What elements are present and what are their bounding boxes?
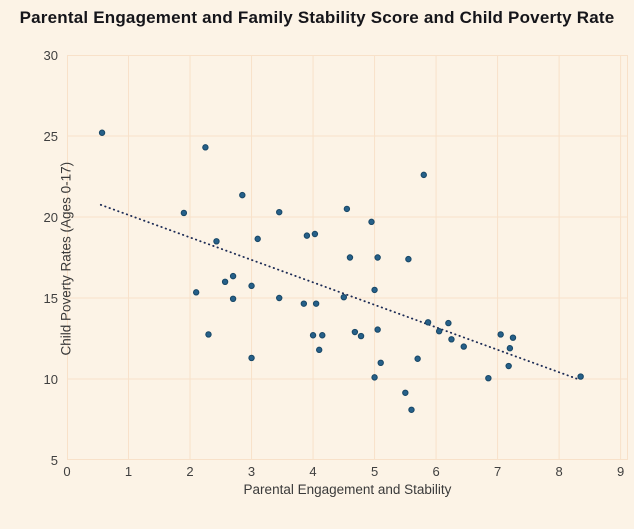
data-point — [316, 346, 323, 354]
data-point — [254, 235, 261, 243]
y-tick: 25 — [43, 129, 58, 144]
data-point — [368, 218, 375, 226]
x-tick: 3 — [247, 464, 256, 479]
x-tick: 4 — [309, 464, 317, 479]
plot-area: Child Poverty Rates (Ages 0-17) — [59, 55, 628, 460]
x-tick: 5 — [370, 464, 379, 479]
x-tick: 1 — [124, 464, 133, 479]
data-point — [371, 374, 378, 381]
data-point — [506, 345, 514, 352]
trend-line — [99, 203, 579, 380]
data-point — [402, 389, 409, 396]
data-point — [180, 209, 188, 217]
data-point — [98, 129, 106, 136]
y-tick: 20 — [43, 210, 58, 225]
data-point — [229, 272, 237, 280]
x-tick: 9 — [616, 464, 625, 479]
data-point — [577, 373, 584, 380]
data-point — [445, 319, 452, 327]
data-point — [205, 331, 212, 338]
x-tick: 2 — [186, 464, 194, 479]
data-point — [303, 232, 311, 239]
data-point — [340, 293, 348, 301]
plot-canvas — [67, 55, 628, 460]
data-point — [202, 144, 209, 151]
y-axis-label: Child Poverty Rates (Ages 0-17) — [58, 161, 74, 356]
data-point — [460, 343, 467, 350]
data-point — [509, 334, 517, 341]
y-tick: 5 — [50, 453, 58, 468]
data-point — [239, 191, 246, 199]
data-point — [414, 355, 421, 362]
data-point — [357, 332, 365, 340]
x-tick: 7 — [493, 464, 502, 479]
data-point — [213, 238, 220, 245]
data-point — [221, 278, 229, 286]
data-point — [408, 406, 415, 413]
data-point — [309, 332, 317, 339]
data-point — [497, 331, 504, 338]
plot-border — [67, 55, 628, 460]
data-point — [229, 295, 237, 303]
data-point — [435, 328, 443, 335]
data-point — [192, 289, 200, 296]
data-point — [300, 300, 308, 307]
data-point — [448, 336, 455, 343]
data-point — [420, 171, 427, 179]
y-tick: 30 — [43, 48, 58, 63]
data-point — [311, 230, 319, 238]
data-point — [248, 354, 255, 362]
chart-title: Parental Engagement and Family Stability… — [19, 8, 615, 27]
x-tick: 0 — [63, 464, 71, 479]
data-point — [312, 300, 320, 307]
x-axis-label: Parental Engagement and Stability — [243, 482, 452, 497]
data-point — [374, 254, 381, 261]
x-tick: 6 — [432, 464, 440, 479]
data-point — [248, 282, 255, 290]
data-point — [371, 286, 378, 294]
data-point — [351, 328, 359, 336]
y-tick: 15 — [43, 291, 58, 306]
data-point — [374, 326, 381, 333]
data-point — [377, 359, 384, 366]
data-point — [485, 374, 492, 382]
data-point — [405, 255, 412, 263]
data-point — [319, 332, 326, 339]
data-point — [276, 294, 283, 302]
data-point — [276, 208, 283, 216]
data-point — [343, 205, 351, 213]
y-tick: 10 — [43, 372, 58, 387]
data-point — [424, 319, 432, 326]
x-tick: 8 — [555, 464, 563, 479]
data-point — [505, 362, 512, 370]
data-point — [346, 254, 354, 261]
